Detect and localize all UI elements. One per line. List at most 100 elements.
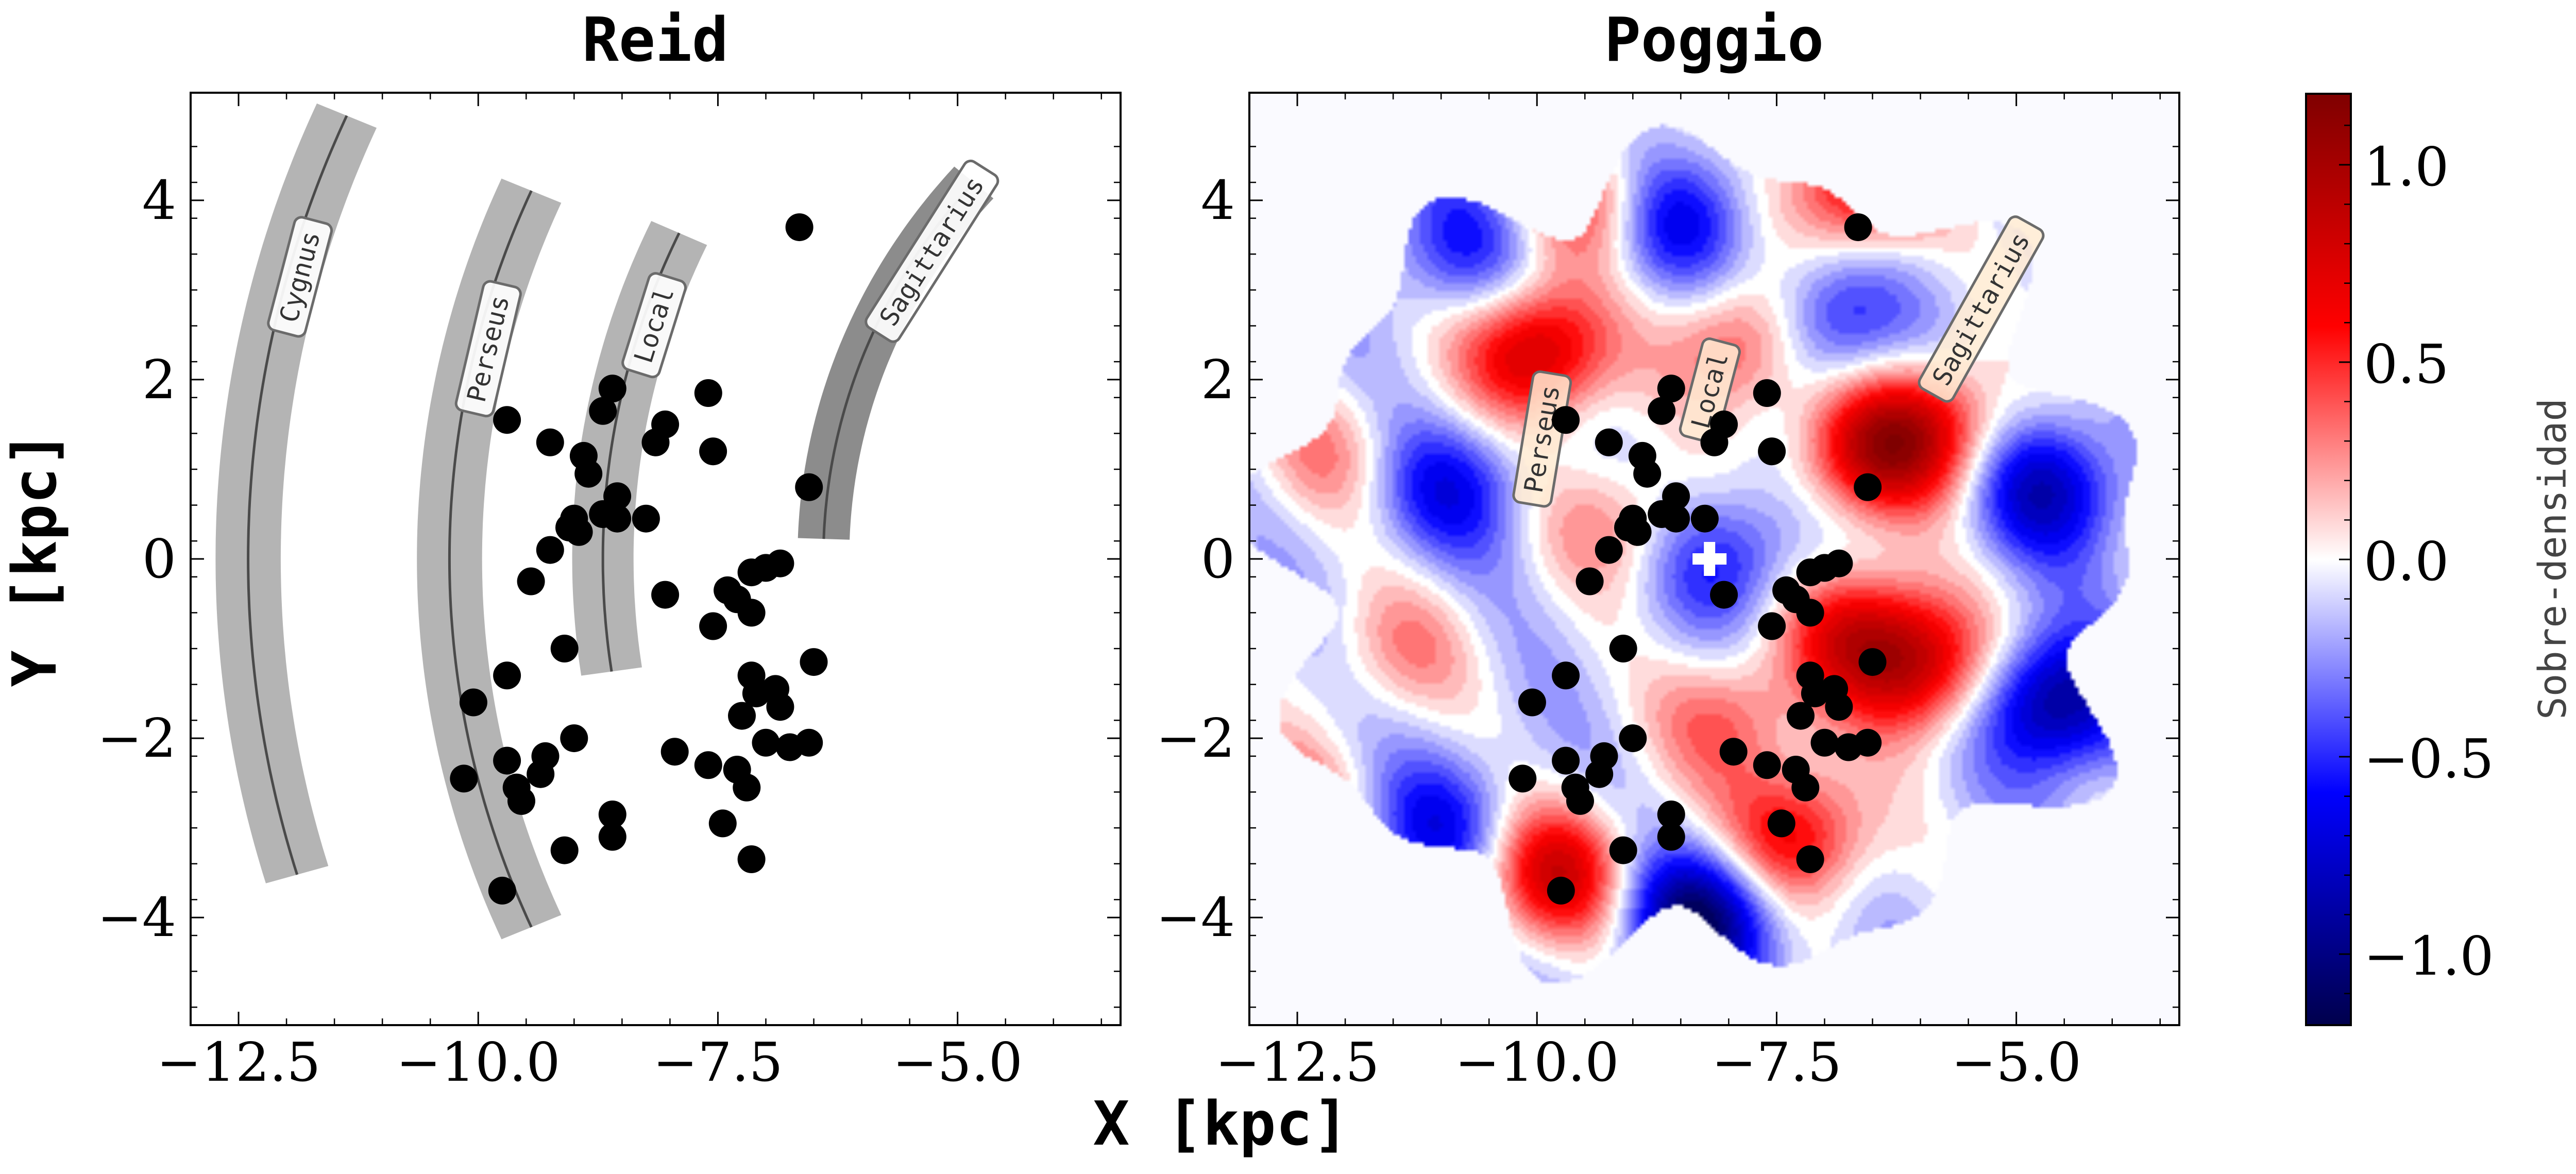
poggio-cluster-point	[1753, 379, 1781, 407]
reid-cluster-point	[550, 635, 579, 662]
reid-cluster-point	[603, 504, 632, 533]
reid-axis-ticks: −12.5 −10.0 −7.5 −5.0 −4 −2 0 2 4	[97, 93, 1121, 1094]
reid-xtick-label: −10.0	[396, 1031, 561, 1094]
poggio-cluster-point	[1796, 845, 1824, 873]
reid-cluster-point	[493, 661, 521, 690]
colorbar: 1.0 0.5 0.0 −0.5 −1.0 Sobre-densidad	[2305, 93, 2575, 1026]
poggio-cluster-point	[1719, 738, 1748, 766]
colorbar-tick-label: 0.5	[2364, 333, 2449, 396]
reid-cluster-point	[728, 702, 756, 730]
poggio-xtick-label: −5.0	[1951, 1031, 2081, 1094]
poggio-ytick-label: 2	[1201, 348, 1235, 411]
reid-title: Reid	[582, 4, 728, 75]
reid-cluster-point	[574, 460, 603, 488]
poggio-cluster-point	[1552, 746, 1580, 775]
reid-cluster-point	[766, 549, 794, 577]
poggio-cluster-point	[1758, 612, 1786, 640]
colorbar-tick-label: −1.0	[2364, 925, 2494, 988]
reid-cluster-point	[536, 428, 564, 456]
poggio-cluster-point	[1767, 809, 1795, 838]
reid-ytick-label: 0	[142, 528, 176, 590]
reid-cluster-point	[795, 473, 823, 501]
poggio-cluster-point	[1609, 635, 1637, 662]
reid-cluster-point	[641, 428, 670, 456]
reid-cluster-point	[737, 845, 766, 873]
reid-xtick-label: −12.5	[157, 1031, 321, 1094]
reid-cluster-point	[699, 437, 727, 466]
y-axis-label: Y [kpc]	[0, 431, 70, 687]
poggio-cluster-point	[1552, 406, 1580, 434]
reid-cluster-point	[550, 836, 579, 864]
reid-cluster-point	[694, 751, 722, 779]
reid-ytick-label: 2	[142, 348, 176, 411]
poggio-ytick-label: 4	[1201, 169, 1235, 232]
poggio-cluster-point	[1825, 693, 1853, 721]
poggio-axis-ticks: −12.5 −10.0 −7.5 −5.0 −4 −2 0 2 4	[1156, 93, 2179, 1094]
poggio-ytick-label: 0	[1201, 528, 1235, 590]
poggio-cluster-point	[1633, 460, 1662, 488]
arm-label-sagittarius: Sagittarius	[865, 159, 999, 343]
reid-xtick-label: −5.0	[892, 1031, 1023, 1094]
poggio-cluster-point	[1552, 661, 1580, 690]
poggio-ytick-label: −2	[1156, 707, 1235, 770]
cluster-points-reid	[450, 213, 828, 905]
colorbar-tick-label: 1.0	[2364, 135, 2449, 198]
poggio-cluster-point	[1518, 688, 1546, 717]
poggio-cluster-point	[1710, 581, 1738, 609]
poggio-panel: Poggio Perseus Local Sagittarius −12.5 −10.…	[1156, 4, 2180, 1094]
colorbar-tick-label: −0.5	[2364, 727, 2494, 790]
reid-cluster-point	[800, 648, 828, 676]
poggio-xtick-label: −7.5	[1711, 1031, 1842, 1094]
reid-cluster-point	[766, 693, 794, 721]
poggio-cluster-point	[1609, 836, 1637, 864]
arm-label-sagittarius-box	[865, 159, 999, 343]
poggio-title: Poggio	[1604, 4, 1824, 75]
reid-cluster-point	[493, 746, 521, 775]
reid-cluster-point	[450, 764, 478, 793]
reid-ytick-label: 4	[142, 169, 176, 232]
reid-cluster-point	[795, 728, 823, 757]
colorbar-ticks: 1.0 0.5 0.0 −0.5 −1.0	[2339, 125, 2494, 994]
colorbar-label: Sobre-densidad	[2531, 398, 2575, 720]
arm-band-sagittarius	[798, 166, 994, 540]
poggio-cluster-point	[1657, 823, 1685, 851]
poggio-cluster-point	[1595, 428, 1623, 456]
poggio-cluster-point	[1844, 213, 1872, 242]
reid-cluster-point	[737, 599, 766, 627]
reid-cluster-point	[694, 379, 722, 407]
reid-cluster-point	[632, 504, 660, 533]
reid-cluster-point	[493, 406, 521, 434]
arm-label-cygnus-box	[267, 216, 333, 338]
poggio-arm-label-sagittarius-box	[1918, 215, 2045, 403]
reid-cluster-point	[488, 876, 516, 905]
reid-cluster-point	[598, 375, 626, 403]
poggio-cluster-point	[1619, 724, 1647, 753]
reid-cluster-point	[536, 536, 564, 564]
arm-band-perseus	[417, 178, 562, 940]
cluster-points-poggio	[1509, 213, 1887, 905]
reid-cluster-point	[565, 518, 593, 546]
reid-cluster-point	[527, 760, 555, 788]
reid-cluster-point	[733, 773, 761, 802]
reid-xtick-label: −7.5	[653, 1031, 783, 1094]
poggio-cluster-point	[1585, 760, 1614, 788]
reid-ytick-label: −4	[97, 886, 176, 949]
poggio-ytick-label: −4	[1156, 886, 1235, 949]
poggio-cluster-point	[1858, 648, 1887, 676]
poggio-cluster-point	[1758, 437, 1786, 466]
poggio-cluster-point	[1623, 518, 1652, 546]
poggio-xtick-label: −10.0	[1455, 1031, 1619, 1094]
poggio-cluster-point	[1509, 764, 1537, 793]
reid-cluster-point	[589, 397, 617, 425]
poggio-cluster-point	[1796, 599, 1824, 627]
poggio-cluster-point	[1825, 549, 1853, 577]
poggio-cluster-point	[1657, 375, 1685, 403]
poggio-arm-label-perseus-box	[1512, 370, 1572, 508]
poggio-cluster-point	[1566, 787, 1594, 815]
poggio-xtick-label: −12.5	[1215, 1031, 1380, 1094]
poggio-cluster-point	[1753, 751, 1781, 779]
colorbar-tick-label: 0.0	[2364, 530, 2449, 593]
reid-cluster-point	[517, 567, 545, 595]
